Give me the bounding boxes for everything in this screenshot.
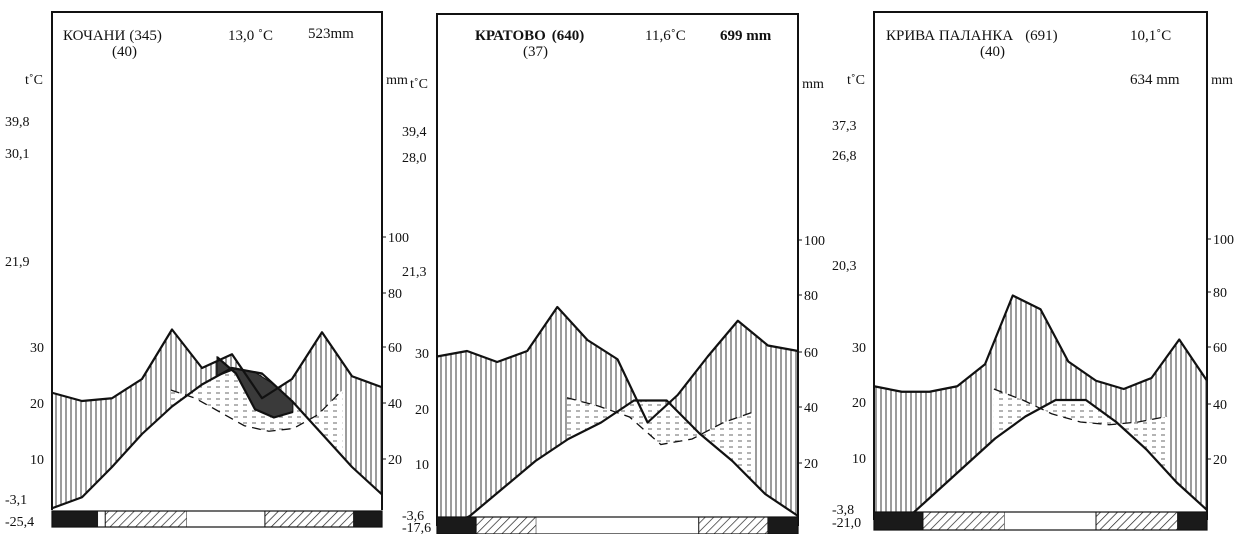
mean-annual-temperature: 11,6˚C xyxy=(645,28,686,44)
precipitation-curve xyxy=(436,305,799,424)
frost-bar-frame xyxy=(51,510,383,528)
observation-years: (40) xyxy=(112,44,137,60)
frost-bar-probable xyxy=(475,516,537,535)
precipitation-curve xyxy=(51,328,383,403)
station-altitude: (345) xyxy=(129,28,162,44)
frost-bar-certain xyxy=(52,511,99,527)
warm-month-mean-label: 20,3 xyxy=(832,259,857,274)
panel-frame xyxy=(873,11,1208,520)
absolute-max-label: 37,3 xyxy=(832,119,857,134)
frost-bar-free xyxy=(98,511,106,527)
frost-bar-probable xyxy=(1095,511,1179,531)
temperature-tick: 30 xyxy=(852,341,866,356)
dry-period-hatch xyxy=(170,370,343,457)
precipitation-tick: 20 xyxy=(1213,453,1227,468)
precipitation-tick: 40 xyxy=(388,397,402,412)
absolute-max-label: 39,8 xyxy=(5,115,30,130)
warm-month-mean-label: 21,3 xyxy=(402,265,427,280)
frost-bar-certain xyxy=(353,511,382,527)
station-altitude: (691) xyxy=(1025,28,1058,44)
frost-bar-certain xyxy=(874,512,923,530)
mean-annual-temperature: 13,0 ˚C xyxy=(228,28,273,44)
precipitation-tick: 20 xyxy=(388,453,402,468)
cold-month-mean-label: -3,6 xyxy=(402,509,424,524)
precipitation-tick: 80 xyxy=(804,289,818,304)
temperature-tick: 30 xyxy=(30,341,44,356)
temperature-tick: 20 xyxy=(30,397,44,412)
observation-years: (37) xyxy=(523,44,548,60)
climate-panel-2: КРАТОВО (640)(37) 11,6˚C 699 mm t˚C mm 39,4 28,… xyxy=(402,13,825,536)
frost-bar-probable xyxy=(104,510,188,528)
precipitation-unit: mm xyxy=(1211,73,1233,88)
temperature-curve xyxy=(51,366,383,510)
station-altitude: (640) xyxy=(552,28,585,44)
frost-bar-probable xyxy=(698,516,769,535)
mean-annual-temperature: 10,1˚C xyxy=(1130,28,1171,44)
precipitation-tick: 60 xyxy=(388,341,402,356)
climate-panel-3: КРИВА ПАЛАНКА (691) (40) 10,1˚C 634 mm t˚C mm 3… xyxy=(832,11,1234,531)
mean-max-label: 26,8 xyxy=(832,149,857,164)
temperature-curve xyxy=(436,399,799,534)
precipitation-tick: 40 xyxy=(804,401,818,416)
frost-bar-probable xyxy=(264,510,355,528)
dry-period-hatch xyxy=(566,397,755,484)
precipitation-curve xyxy=(873,294,1208,393)
frost-bar-certain xyxy=(1177,512,1207,530)
annual-precipitation: 523mm xyxy=(308,26,354,42)
annual-precipitation: 634 mm xyxy=(1130,72,1180,88)
absolute-min-label: -17,6 xyxy=(402,521,431,534)
annual-precipitation: 699 mm xyxy=(720,28,772,44)
precipitation-tick: 20 xyxy=(804,457,818,472)
temperature-tick: 10 xyxy=(415,458,429,473)
temperature-tick: 10 xyxy=(30,453,44,468)
precipitation-unit: mm xyxy=(802,77,824,92)
absolute-min-label: -21,0 xyxy=(832,516,861,531)
observation-years: (40) xyxy=(980,44,1005,60)
upper-precipitation-curve xyxy=(216,356,294,419)
frost-bar-frame xyxy=(873,511,1208,531)
precipitation-tick: 80 xyxy=(1213,286,1227,301)
frost-bar-probable xyxy=(922,511,1006,531)
dashed-precipitation-curve xyxy=(170,389,343,432)
precipitation-tick: 100 xyxy=(804,234,825,249)
mean-max-label: 30,1 xyxy=(5,147,30,162)
humid-period-area xyxy=(437,307,798,533)
panel-frame xyxy=(436,13,799,526)
mean-max-label: 28,0 xyxy=(402,151,427,166)
frost-bar-free xyxy=(1004,512,1096,530)
humid-period-area xyxy=(52,329,382,509)
warm-month-mean-label: 21,9 xyxy=(5,255,30,270)
precipitation-tick: 60 xyxy=(804,346,818,361)
temperature-unit: t˚C xyxy=(25,73,43,88)
precipitation-tick: 100 xyxy=(1213,233,1234,248)
dashed-precipitation-curve xyxy=(566,397,755,446)
precipitation-tick: 40 xyxy=(1213,398,1227,413)
dashed-precipitation-curve xyxy=(993,388,1168,426)
station-name: КРАТОВО xyxy=(475,28,546,44)
temperature-tick: 20 xyxy=(415,403,429,418)
frost-bar-certain xyxy=(767,517,798,534)
frost-bar-free xyxy=(186,511,265,527)
temperature-tick: 30 xyxy=(415,347,429,362)
station-name: КОЧАНИ xyxy=(63,28,126,44)
temperature-tick: 20 xyxy=(852,396,866,411)
humid-period-area xyxy=(874,295,1207,527)
temperature-unit: t˚C xyxy=(847,73,865,88)
panel-frame xyxy=(51,11,383,510)
temperature-unit: t˚C xyxy=(410,77,428,92)
absolute-max-label: 39,4 xyxy=(402,125,427,140)
precipitation-tick: 60 xyxy=(1213,341,1227,356)
frost-bar-certain xyxy=(437,517,477,534)
station-name: КРИВА ПАЛАНКА xyxy=(886,28,1013,44)
absolute-min-label: -25,4 xyxy=(5,515,34,530)
cold-month-mean-label: -3,1 xyxy=(5,493,27,508)
precipitation-tick: 80 xyxy=(388,287,402,302)
temperature-tick: 10 xyxy=(852,452,866,467)
cold-month-mean-label: -3,8 xyxy=(832,503,854,518)
precipitation-unit: mm xyxy=(386,73,408,88)
climate-panel-1: КОЧАНИ (345)(40) 13,0 ˚C 523mm t˚C mm 39,8 30,1… xyxy=(5,11,409,530)
precipitation-tick: 100 xyxy=(388,231,409,246)
frost-bar-free xyxy=(536,517,699,534)
